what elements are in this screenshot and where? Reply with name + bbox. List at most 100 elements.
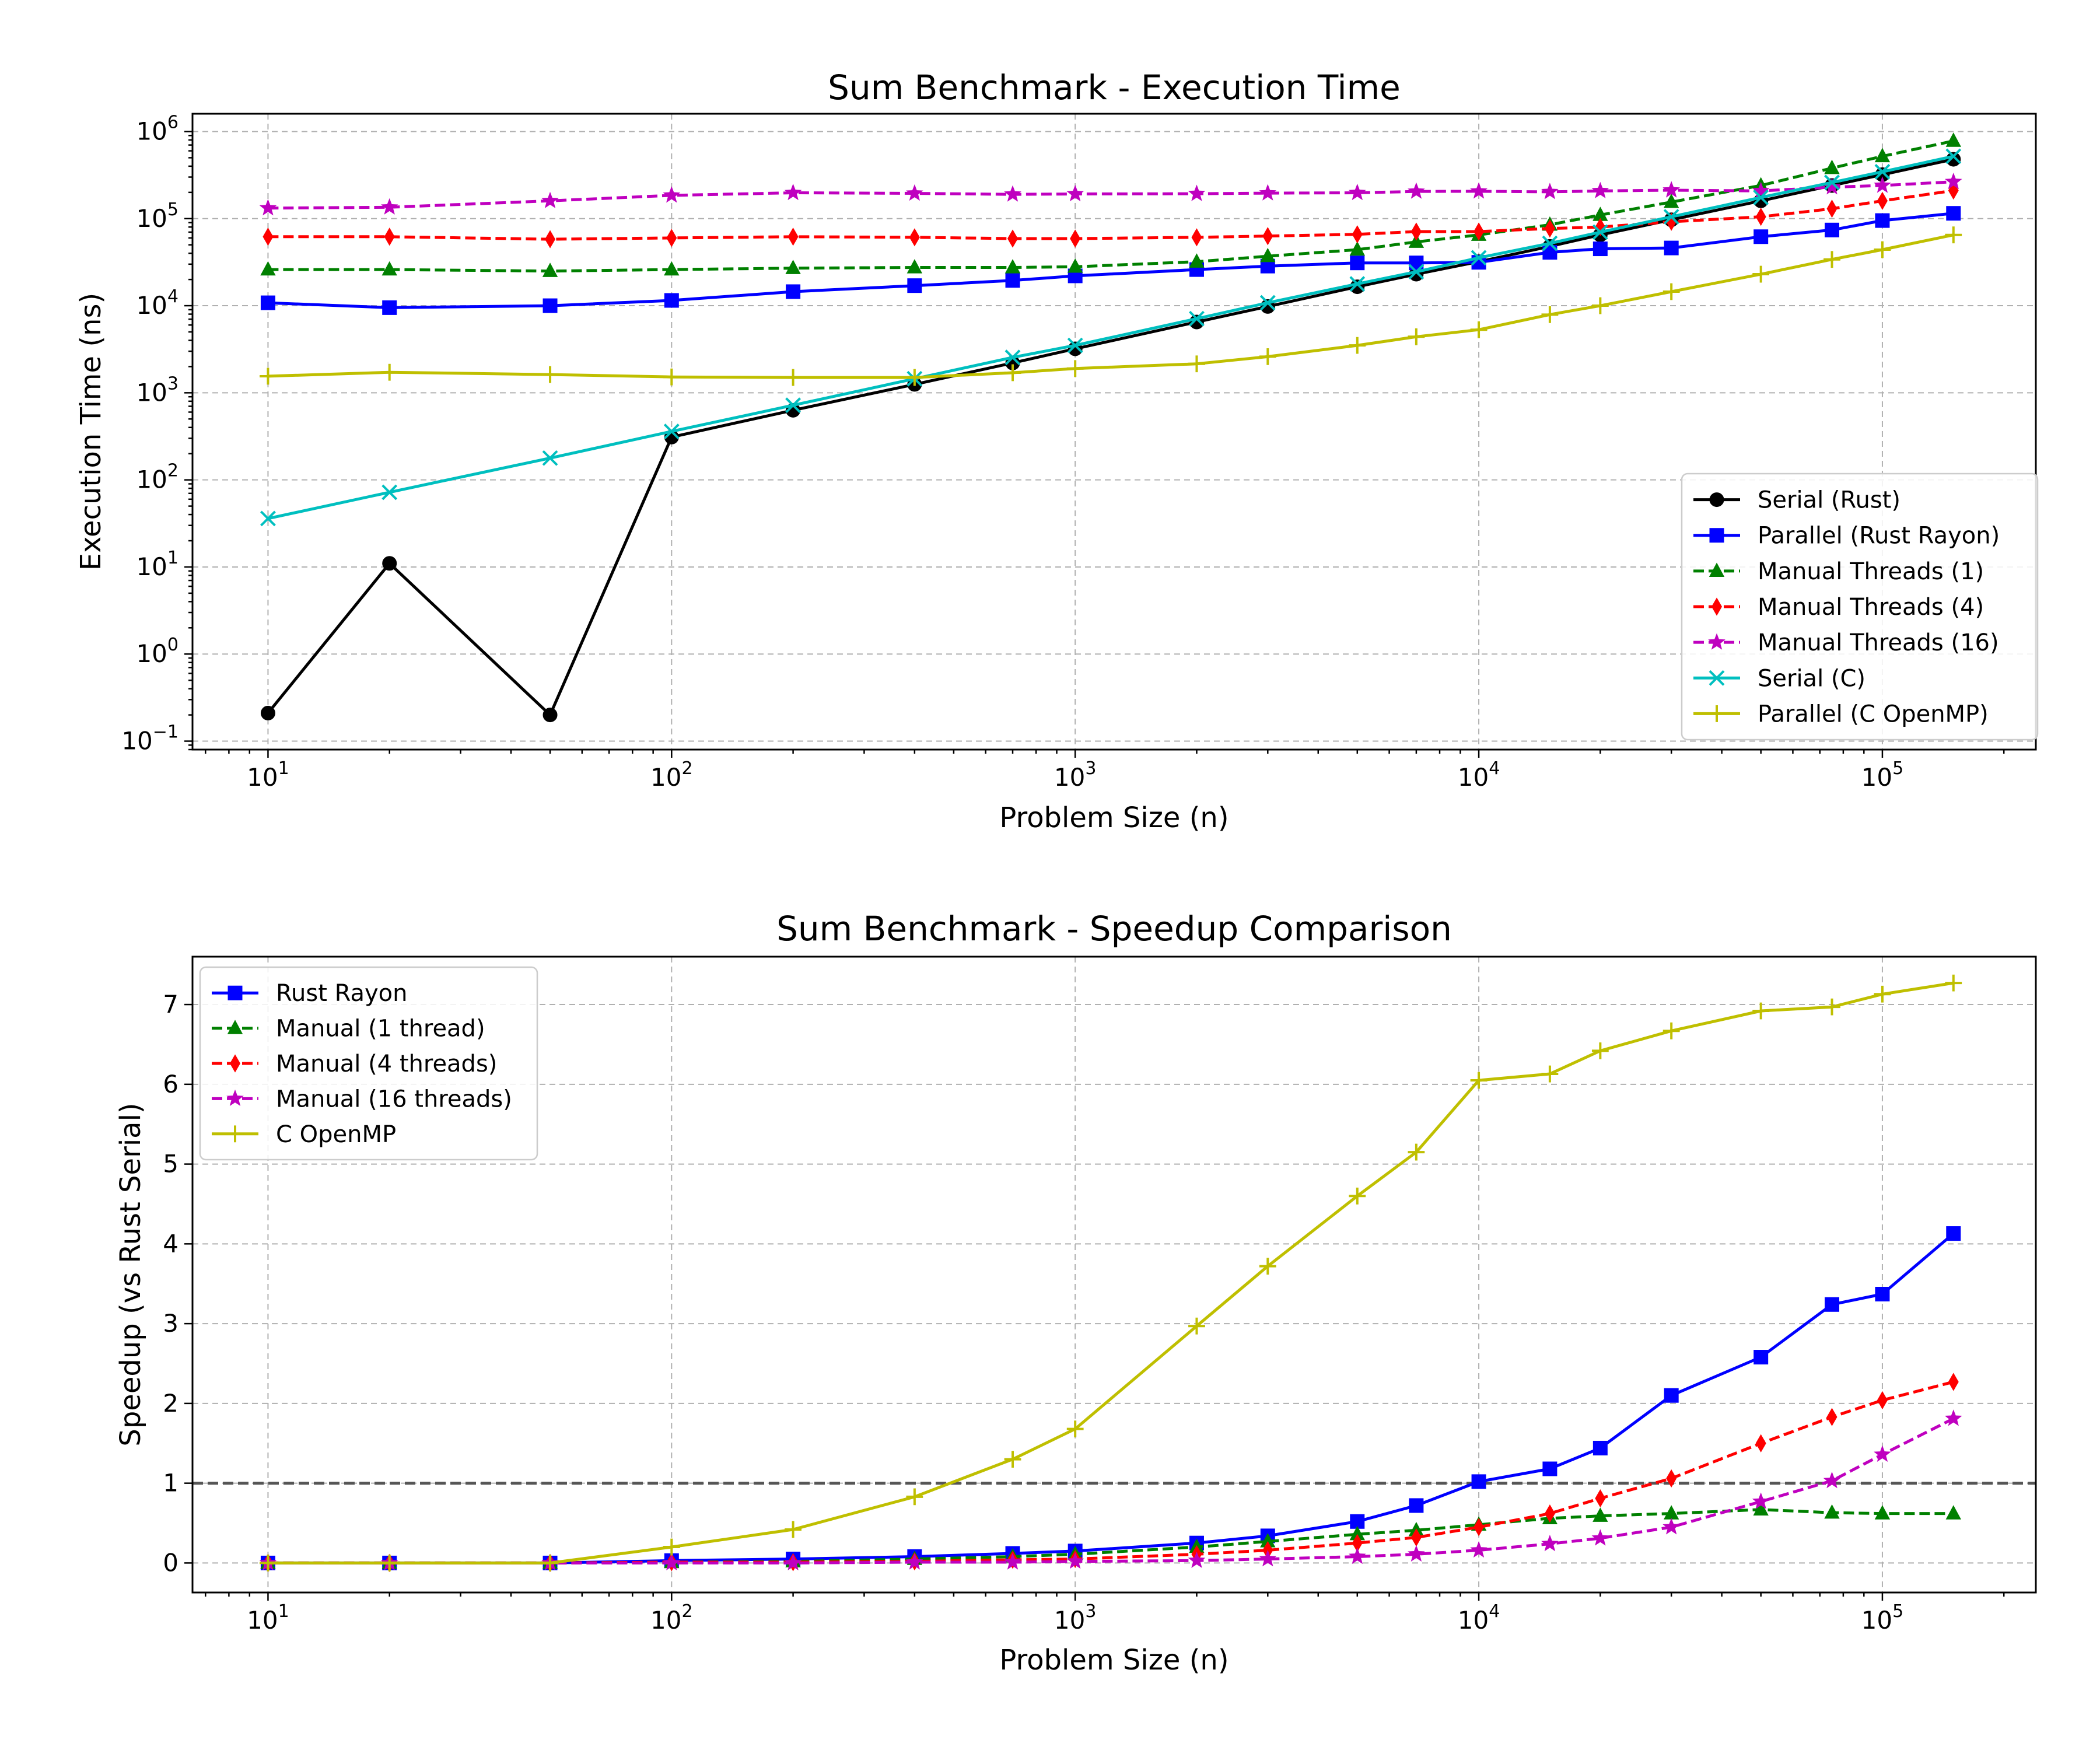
data-point-manual-threads-4	[1826, 200, 1838, 218]
y-tick-label: 3	[163, 1309, 178, 1338]
data-point-rust-rayon	[1409, 1498, 1424, 1513]
data-point-parallel-rust-rayon	[1946, 206, 1961, 221]
data-point-manual-1-thread	[1260, 1533, 1276, 1548]
data-point-parallel-c-openmp	[1259, 348, 1276, 365]
data-point-manual-threads-4	[1007, 229, 1019, 248]
data-point-manual-threads-1	[1189, 253, 1205, 268]
data-point-manual-threads-1	[1408, 233, 1424, 248]
legend-item-manual-threads-1: Manual Threads (1)	[1693, 558, 1984, 585]
legend-swatch-marker	[226, 1089, 244, 1106]
data-point-c-openmp	[1470, 1072, 1488, 1089]
x-tick-label: 102	[650, 1601, 693, 1634]
data-point-manual-16-threads	[1408, 1545, 1425, 1562]
data-point-manual-1-thread	[1824, 1504, 1840, 1519]
legend-item-serial-c: Serial (C)	[1693, 665, 1866, 692]
data-point-manual-threads-1	[260, 261, 276, 276]
data-point-serial-c	[1753, 190, 1769, 205]
x-axis-label: Problem Size (n)	[999, 802, 1228, 834]
data-point-manual-threads-16	[1066, 184, 1084, 202]
data-point-parallel-rust-rayon	[1875, 213, 1890, 228]
legend-label: Parallel (C OpenMP)	[1758, 701, 1989, 727]
data-point-manual-4-threads	[1877, 1391, 1888, 1410]
legend-swatch-marker	[1709, 492, 1724, 508]
legend-swatch-marker	[1712, 597, 1722, 616]
series-manual-threads-16	[259, 173, 1962, 216]
data-point-manual-threads-16	[541, 191, 559, 208]
x-tick-label: 101	[247, 758, 289, 792]
series-c-openmp	[260, 974, 1962, 1572]
x-tick-label: 105	[1861, 1601, 1904, 1634]
y-axis-label: Execution Time (ns)	[75, 293, 107, 570]
data-point-parallel-rust-rayon	[907, 278, 922, 293]
data-point-parallel-c-openmp	[1188, 355, 1205, 373]
x-tick-label: 105	[1861, 758, 1904, 792]
data-point-manual-threads-16	[1408, 182, 1425, 199]
x-axis-label: Problem Size (n)	[999, 1644, 1228, 1676]
data-point-manual-threads-4	[545, 230, 556, 249]
data-point-parallel-rust-rayon	[1664, 240, 1679, 256]
legend-swatch-marker	[1708, 633, 1726, 650]
data-point-parallel-c-openmp	[541, 366, 559, 383]
data-point-manual-threads-16	[1752, 181, 1770, 198]
data-point-manual-threads-16	[1874, 176, 1891, 193]
data-point-serial-c	[1005, 349, 1021, 366]
data-point-manual-4-threads	[1666, 1469, 1677, 1488]
data-point-parallel-rust-rayon	[1350, 256, 1365, 271]
legend-label: Serial (C)	[1758, 665, 1866, 692]
series-line-parallel-rust-rayon	[268, 212, 1954, 309]
series-line-serial-rust	[267, 158, 1954, 717]
legend-item-manual-4-threads: Manual (4 threads)	[212, 1051, 497, 1077]
data-point-manual-1-thread	[1663, 1505, 1679, 1520]
data-point-manual-4-threads	[1595, 1489, 1606, 1508]
speedup-chart: 101 102 103 104 105 0 1 2 3 4 5 6 7 Sum Benchmark - S…	[114, 909, 2037, 1676]
data-point-c-openmp	[1662, 1022, 1680, 1040]
legend-swatch-marker	[226, 1125, 244, 1143]
data-point-parallel-c-openmp	[1662, 283, 1680, 300]
data-point-manual-threads-1	[907, 259, 923, 274]
series-line-manual-1-thread	[268, 1508, 1954, 1564]
data-point-parallel-rust-rayon	[786, 284, 801, 299]
legend-swatch-marker	[1709, 562, 1725, 578]
data-point-manual-16-threads	[1004, 1553, 1021, 1570]
data-point-manual-16-threads	[1874, 1445, 1891, 1462]
data-point-manual-16-threads	[1752, 1492, 1770, 1509]
data-point-parallel-c-openmp	[381, 363, 398, 381]
data-point-manual-threads-16	[663, 186, 681, 203]
plot-frame	[191, 113, 2037, 751]
legend: Serial (Rust) Parallel (Rust Rayon) Manual…	[1681, 473, 2039, 741]
data-point-manual-threads-16	[906, 184, 923, 201]
legend-swatch-marker	[1708, 705, 1726, 722]
data-point-c-openmp	[1945, 974, 1962, 992]
data-point-rust-rayon	[1471, 1474, 1486, 1489]
data-point-manual-threads-16	[259, 199, 277, 216]
data-point-serial-c	[1663, 209, 1679, 225]
series-parallel-rust-rayon	[260, 206, 1961, 315]
y-tick-label: 4	[163, 1229, 178, 1258]
data-point-manual-4-threads	[1410, 1528, 1422, 1547]
data-point-manual-threads-4	[384, 228, 395, 246]
legend-box	[199, 966, 538, 1161]
data-point-rust-rayon	[1542, 1461, 1558, 1476]
data-point-rust-rayon	[1592, 1440, 1608, 1455]
data-point-manual-threads-16	[1004, 185, 1021, 202]
data-point-parallel-rust-rayon	[1824, 222, 1839, 237]
data-point-manual-threads-1	[382, 261, 397, 276]
y-tick-label: 0	[163, 1548, 178, 1577]
data-point-manual-16-threads	[1823, 1471, 1841, 1489]
data-point-parallel-c-openmp	[1349, 337, 1366, 354]
data-point-manual-4-threads	[1826, 1408, 1838, 1426]
series-line-serial-c	[267, 155, 1954, 520]
y-tick-label: 6	[163, 1070, 178, 1098]
data-point-manual-1-thread	[1349, 1525, 1365, 1541]
legend: Rust Rayon Manual (1 thread) Manual (4 thr…	[199, 966, 538, 1161]
y-tick-label: 5	[163, 1150, 178, 1178]
data-point-c-openmp	[1752, 1002, 1770, 1020]
y-tick-label: 104	[136, 286, 178, 320]
data-point-manual-threads-16	[1259, 184, 1277, 201]
data-point-manual-1-thread	[1874, 1505, 1891, 1520]
legend-swatch-marker	[230, 1054, 240, 1073]
legend-label: Manual Threads (16)	[1758, 629, 1999, 656]
legend-swatch-marker	[1709, 528, 1724, 543]
data-point-rust-rayon	[1754, 1350, 1769, 1365]
data-point-manual-threads-4	[666, 229, 677, 247]
